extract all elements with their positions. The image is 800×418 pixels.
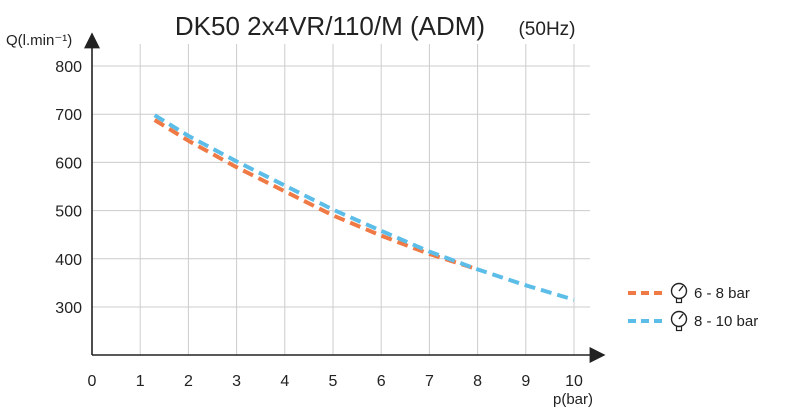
grid <box>92 44 590 355</box>
x-tick-label: 10 <box>565 373 583 390</box>
chart-subtitle: (50Hz) <box>518 19 575 40</box>
x-tick-label: 3 <box>232 373 241 390</box>
x-axis-label: p(bar) <box>553 391 593 408</box>
chart-title: DK50 2x4VR/110/M (ADM) <box>175 11 485 41</box>
y-tick-label: 800 <box>55 59 82 76</box>
gauge-needle <box>678 285 684 292</box>
x-tick-label: 5 <box>329 373 338 390</box>
series-line-1 <box>153 118 479 272</box>
series-line-2 <box>153 113 575 302</box>
x-tick-label: 8 <box>473 373 482 390</box>
pressure-gauge-icon <box>670 282 688 304</box>
tick-labels: 0 1 2 3 4 5 6 7 8 9 10 300 400 500 600 700 800 <box>55 59 583 390</box>
legend-label: 8 - 10 bar <box>694 313 758 330</box>
legend-label: 6 - 8 bar <box>694 285 750 302</box>
legend-item: 6 - 8 bar <box>628 282 750 304</box>
gauge-stem <box>675 297 683 304</box>
y-tick-label: 600 <box>55 155 82 172</box>
y-tick-label: 500 <box>55 204 82 221</box>
y-axis-label: Q(l.min⁻¹) <box>6 32 72 49</box>
y-tick-label: 300 <box>55 300 82 317</box>
x-tick-label: 4 <box>280 373 289 390</box>
legend: 6 - 8 bar 8 - 10 bar <box>628 282 758 332</box>
x-tick-label: 6 <box>377 373 386 390</box>
gauge-stem <box>675 325 683 332</box>
x-tick-label: 0 <box>88 373 97 390</box>
axes <box>84 32 606 363</box>
x-tick-label: 2 <box>184 373 193 390</box>
x-tick-label: 1 <box>136 373 145 390</box>
x-tick-label: 7 <box>425 373 434 390</box>
y-tick-label: 700 <box>55 107 82 124</box>
pressure-gauge-icon <box>670 310 688 332</box>
y-tick-label: 400 <box>55 252 82 269</box>
x-tick-label: 9 <box>521 373 530 390</box>
gauge-needle <box>678 313 684 320</box>
legend-item: 8 - 10 bar <box>628 310 758 332</box>
series <box>153 113 575 302</box>
